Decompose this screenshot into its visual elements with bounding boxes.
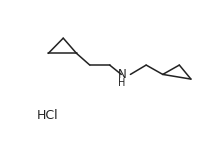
Text: H: H xyxy=(118,78,126,88)
Text: HCl: HCl xyxy=(37,109,58,122)
Text: N: N xyxy=(118,68,126,81)
